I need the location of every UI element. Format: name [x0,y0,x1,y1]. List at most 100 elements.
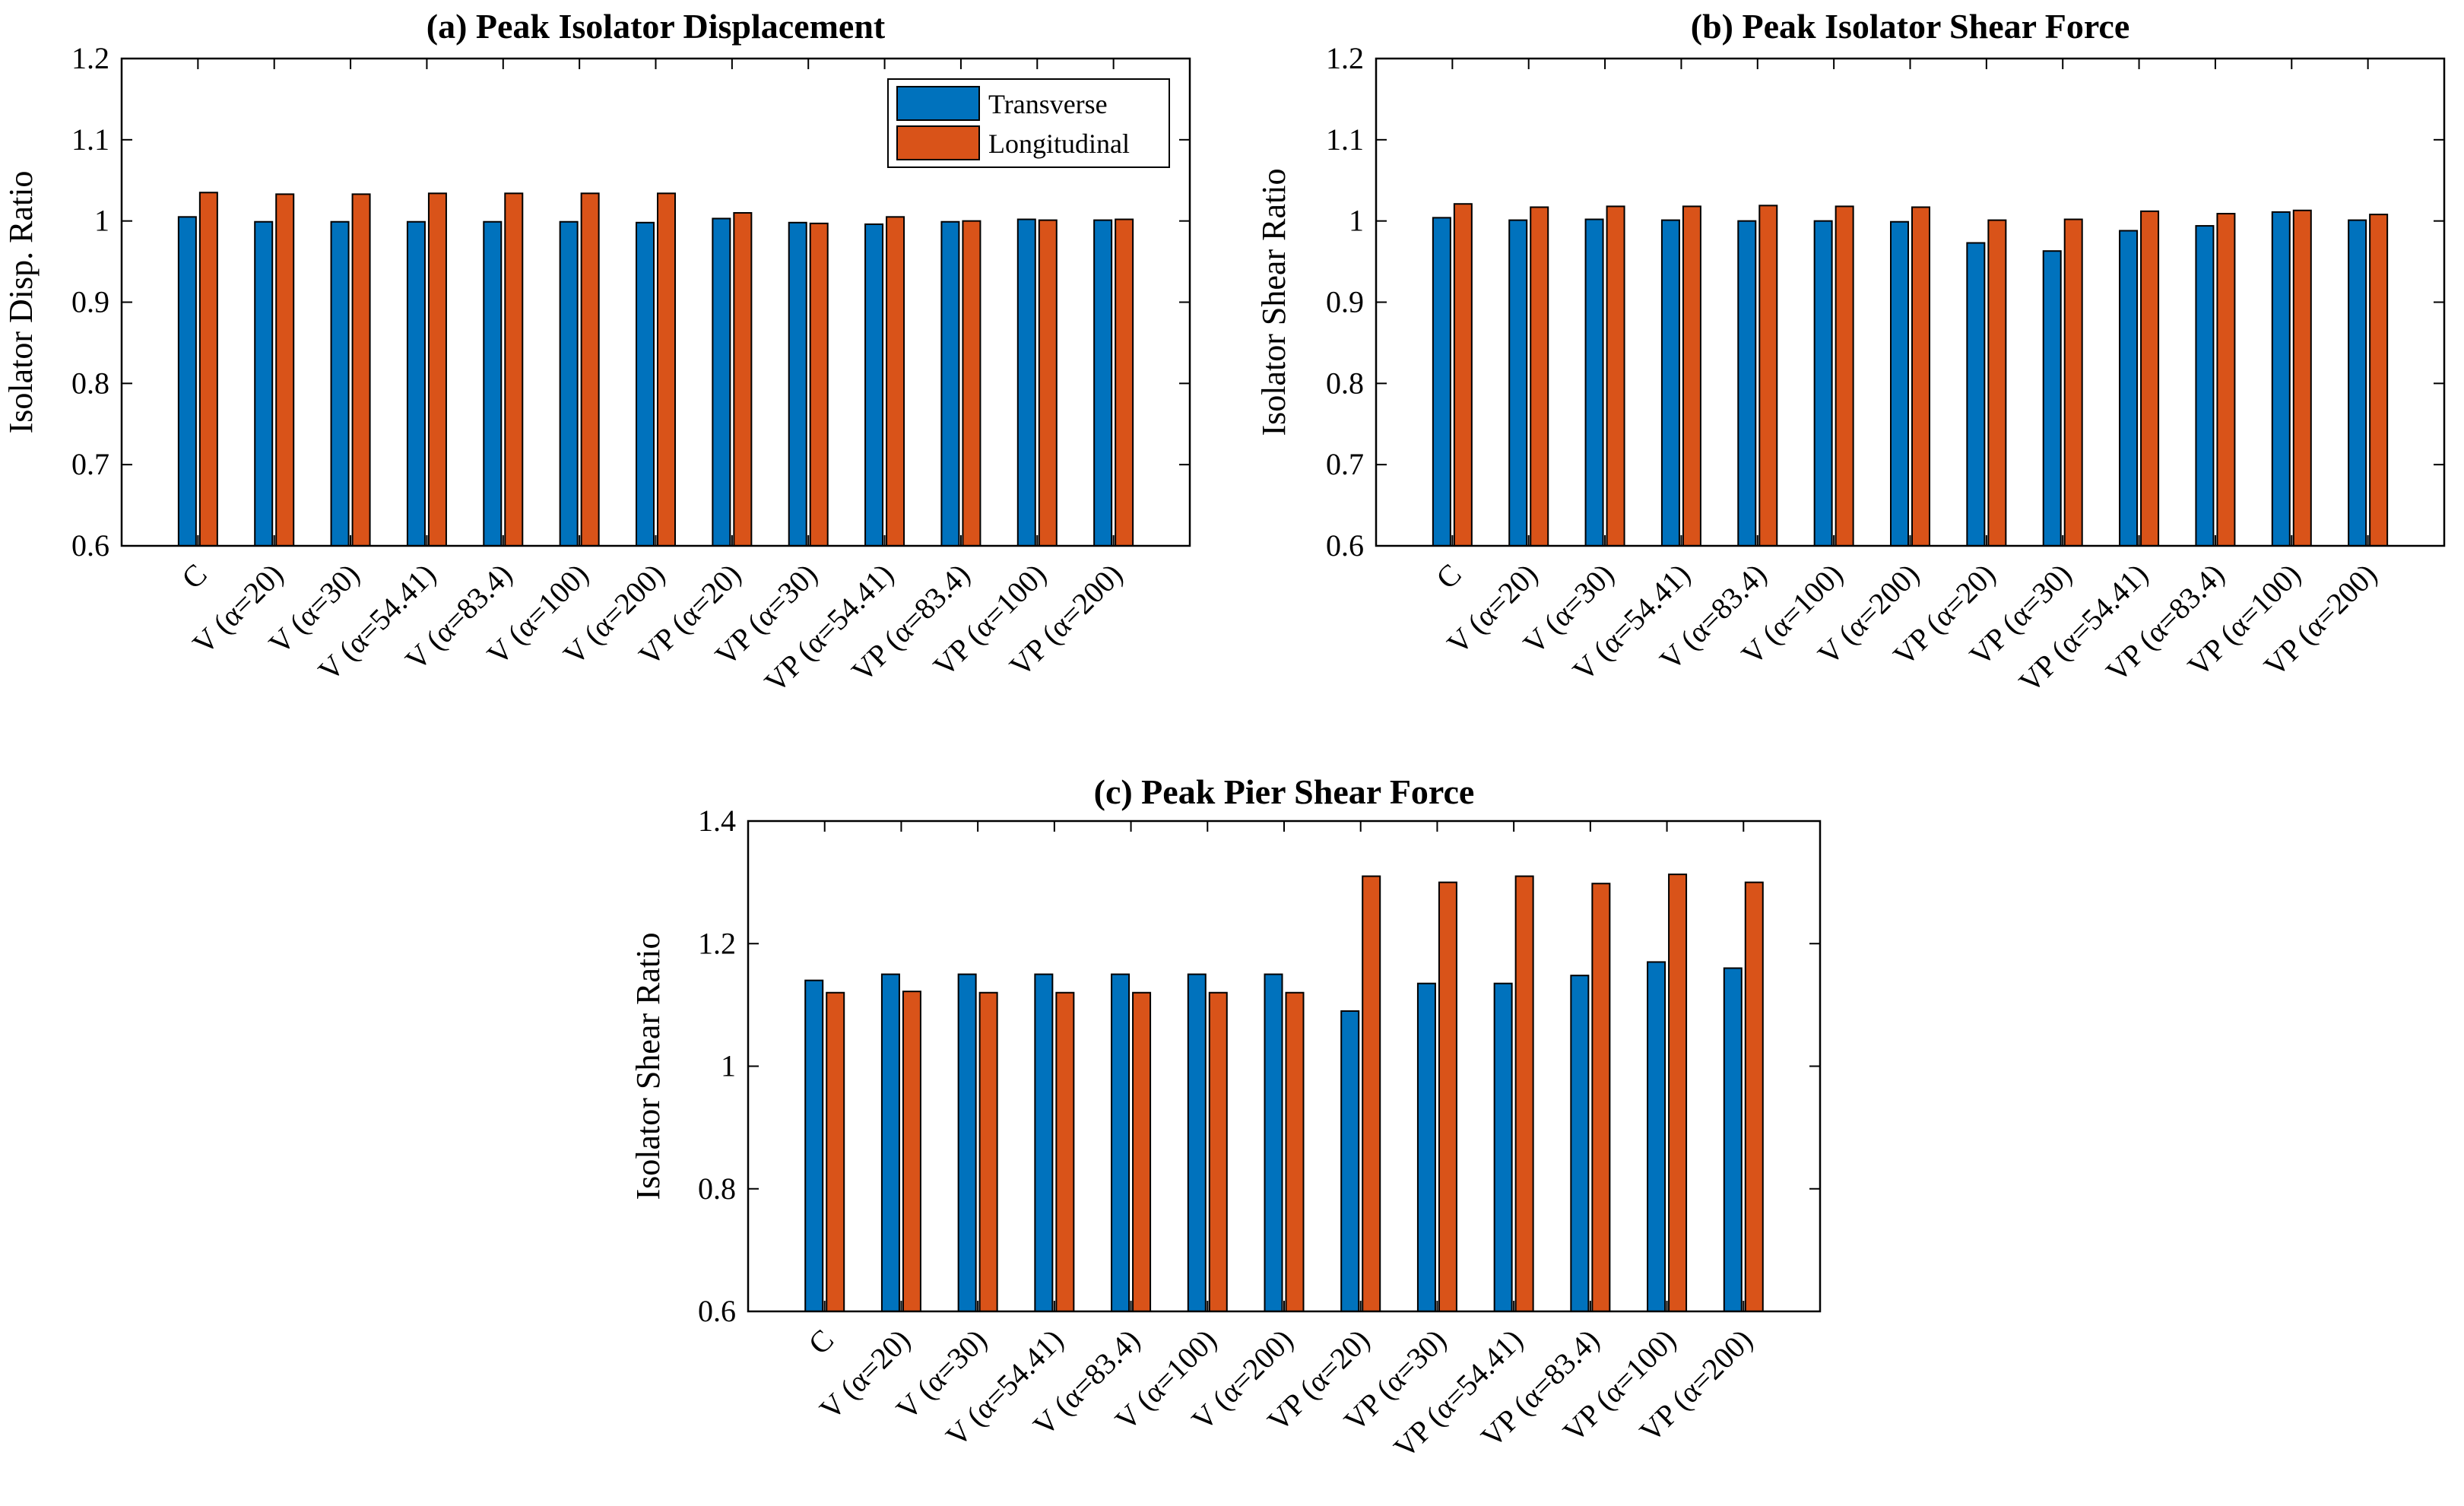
bar-longitudinal [1758,204,1778,547]
bar-transverse [1508,219,1528,547]
y-tick-label: 1 [1349,204,1364,238]
bar-longitudinal [2140,210,2160,547]
bar-transverse [1493,982,1513,1312]
y-tick-label: 0.8 [71,366,109,400]
bar-longitudinal [275,193,295,547]
bar-longitudinal [1115,218,1134,547]
y-tick-label: 0.6 [71,528,109,563]
bar-longitudinal [504,192,524,547]
chart-c: (c) Peak Pier Shear Force0.60.811.21.4CV… [629,772,1822,1465]
bar-transverse [1016,218,1036,547]
bar-transverse [1340,1010,1360,1312]
bar-longitudinal [1285,991,1305,1312]
bar-transverse [712,217,731,547]
bar-longitudinal [1987,219,2007,547]
legend-label-transverse: Transverse [988,89,1108,119]
bar-longitudinal [2063,218,2083,547]
y-tick-label: 0.9 [1326,285,1364,319]
bar-longitudinal [809,222,829,547]
y-tick-label: 0.6 [698,1294,736,1328]
bar-transverse [2271,211,2291,547]
bar-longitudinal [1911,206,1930,547]
bar-transverse [1737,220,1757,547]
bar-transverse [330,220,350,547]
bar-longitudinal [427,192,447,547]
bar-transverse [1813,220,1833,547]
y-axis-label: Isolator Disp. Ratio [2,171,40,434]
bar-transverse [483,220,503,547]
x-tick-label: C [1429,557,1468,596]
bar-longitudinal [1744,881,1764,1312]
chart-a: (a) Peak Isolator Displacement 0.6 0.7 0.8 0… [2,7,1191,699]
bar-transverse [1570,975,1590,1313]
bar-transverse [2042,250,2062,547]
bar-transverse [804,979,824,1312]
legend-label-longitudinal: Longitudinal [988,128,1130,159]
bar-longitudinal [733,211,753,547]
y-tick-label: 1.2 [698,926,736,960]
y-tick-label: 1.2 [71,41,109,75]
bar-longitudinal [1668,873,1688,1313]
bar-longitudinal [1530,206,1549,547]
y-tick-label: 1.1 [1326,122,1364,157]
bar-longitudinal [2369,214,2389,547]
bar-transverse [940,220,960,547]
bar-transverse [880,973,900,1312]
bar-transverse [1723,967,1743,1312]
bar-transverse [177,216,197,547]
bar-longitudinal [2216,213,2236,547]
chart-title: (b) Peak Isolator Shear Force [1691,7,2130,46]
bar-longitudinal [1038,219,1058,547]
bar-longitudinal [1682,205,1701,547]
bar-longitudinal [657,192,676,547]
bar-transverse [1660,219,1680,547]
bar-longitudinal [902,991,921,1312]
bar-transverse [1584,218,1604,547]
legend: Transverse Longitudinal [887,78,1170,168]
chart-b: (b) Peak Isolator Shear Force 0.6 0.7 0.8 0.… [1255,7,2446,699]
bar-transverse [1111,973,1131,1312]
bar-longitudinal [1835,205,1854,547]
legend-swatch-longitudinal [896,125,980,160]
y-tick-label: 1 [721,1049,736,1083]
bar-transverse [788,221,807,547]
bar-transverse [254,220,274,547]
y-axis-label: Isolator Shear Ratio [629,933,667,1200]
bar-longitudinal [826,991,845,1312]
bar-transverse [1432,217,1451,547]
legend-swatch-transverse [896,86,980,121]
bar-transverse [406,220,426,547]
bar-longitudinal [580,192,600,547]
bar-longitudinal [198,192,218,547]
bar-transverse [864,223,884,547]
bar-transverse [1187,973,1207,1312]
bar-transverse [1034,973,1054,1312]
y-tick-label: 1.2 [1326,41,1364,75]
y-tick-label: 0.7 [71,447,109,481]
bar-transverse [2195,225,2215,547]
bar-transverse [1264,973,1283,1312]
y-tick-label: 1 [94,204,109,238]
bar-transverse [1966,242,1986,547]
bar-longitudinal [1362,875,1381,1312]
x-tick-label: C [175,557,214,596]
bar-longitudinal [1606,205,1625,547]
bar-longitudinal [2292,209,2312,547]
bar-transverse [1890,220,1909,547]
bar-longitudinal [1208,991,1228,1312]
x-tick-label: C [801,1323,840,1362]
bar-longitudinal [1453,203,1473,547]
bar-longitudinal [1591,883,1611,1313]
y-tick-label: 0.8 [1326,366,1364,400]
bar-transverse [1647,961,1666,1312]
y-tick-label: 0.6 [1326,528,1364,563]
bar-transverse [559,220,579,547]
bar-longitudinal [1055,991,1075,1312]
bar-longitudinal [978,991,998,1312]
bar-transverse [1093,219,1113,547]
bar-longitudinal [962,220,981,547]
chart-title: (a) Peak Isolator Displacement [427,7,886,46]
y-axis-label: Isolator Shear Ratio [1255,169,1292,436]
bar-longitudinal [1514,875,1534,1312]
